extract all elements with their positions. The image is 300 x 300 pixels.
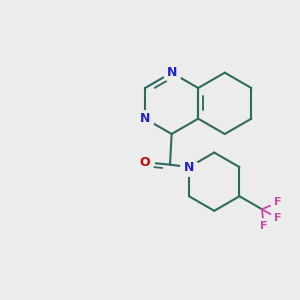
Text: F: F bbox=[260, 221, 268, 231]
Text: N: N bbox=[184, 160, 194, 174]
Text: N: N bbox=[167, 66, 177, 79]
Text: F: F bbox=[274, 197, 281, 207]
Text: O: O bbox=[140, 156, 150, 169]
Text: N: N bbox=[140, 112, 150, 125]
Text: F: F bbox=[274, 213, 281, 223]
